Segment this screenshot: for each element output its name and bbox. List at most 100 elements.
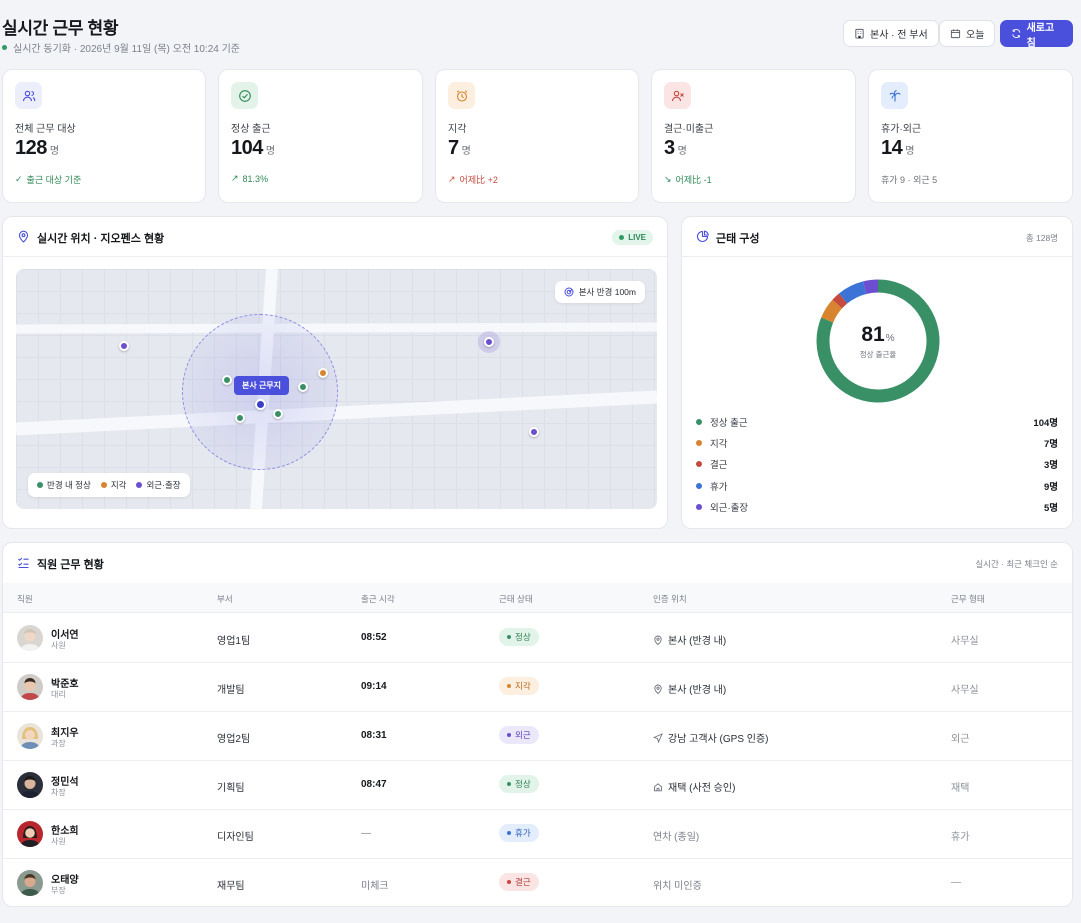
date-filter-button[interactable]: 오늘 [939,20,996,47]
column-header[interactable]: 부서 [217,594,233,604]
employee-rank: 사원 [51,641,66,650]
avatar [17,674,43,700]
auth-location: 본사 (반경 내) [653,681,726,696]
table-sort-note: 실시간 · 최근 체크인 순 [975,559,1058,569]
navigation-icon [653,732,663,743]
avatar [17,625,43,651]
composition-legend-item: 휴가 9명 [696,479,1058,493]
composition-panel: 근태 구성 총 128명 81% 정상 출근율 정상 출근 104명 지각 7명 결… [681,216,1073,529]
employee-table-header: 직원 근무 현황 실시간 · 최근 체크인 순 [3,543,1072,583]
radius-chip: 본사 반경 100m [554,281,645,303]
composition-legend-item: 외근·출장 5명 [696,500,1058,514]
employee-pin-normal[interactable] [222,375,232,385]
donut-slice-1[interactable] [821,299,843,323]
checkin-time: 08:31 [361,730,387,741]
page-title: 실시간 근무 현황 [2,19,119,38]
auth-location: 본사 (반경 내) [653,632,726,647]
employee-rank: 대리 [51,690,66,699]
composition-total: 총 128명 [1025,233,1058,243]
stat-card-total[interactable]: 전체 근무 대상 128 명 ✓ 출근 대상 기준 [2,69,206,203]
stat-value: 128 명 [15,137,59,159]
checkin-time: 미체크 [361,881,389,892]
donut-center: 81% 정상 출근율 [814,277,942,405]
employee-pin-late[interactable] [318,368,328,378]
employee-dept: 재무팀 [217,881,245,892]
stat-card-leave[interactable]: 휴가·외근 14 명 휴가 9 · 외근 5 [868,69,1073,203]
employee-name: 최지우 [51,728,79,739]
employee-dept: 개발팀 [217,685,245,696]
employee-pin-outside[interactable] [119,341,129,351]
table-row[interactable]: 박준호 대리 개발팀 09:14 지각 본사 (반경 내) 사무실 [3,663,1072,712]
donut-slice-2[interactable] [832,293,848,309]
map-pin-icon [654,635,662,645]
column-header[interactable]: 근무 형태 [951,594,985,604]
stat-footnote: ✓ 출근 대상 기준 [15,174,82,185]
location-panel-header: 실시간 위치 · 지오펜스 현황 LIVE [3,217,667,257]
employee-pin-outside[interactable] [529,427,539,437]
employee-dept: 디자인팀 [217,832,254,843]
table-row[interactable]: 정민석 차장 기획팀 08:47 정상 재택 (사전 승인) 재택 [3,761,1072,810]
building-icon [855,28,864,39]
employee-pin-normal[interactable] [273,409,283,419]
scope-filter-button[interactable]: 본사 · 전 부서 [843,20,939,47]
employee-dept: 기획팀 [217,783,245,794]
employee-rank: 부장 [51,886,66,895]
pie-chart-icon [696,230,709,243]
stat-label: 정상 출근 [231,124,271,135]
stat-label: 전체 근무 대상 [15,124,76,135]
donut-center-value: 81% [861,322,895,346]
checkin-time: 09:14 [361,681,387,692]
users-icon [15,82,42,109]
table-row[interactable]: 이서연 사원 영업1팀 08:52 정상 본사 (반경 내) 사무실 [3,614,1072,663]
employee-pin-normal[interactable] [298,382,308,392]
employee-rank: 사원 [51,837,66,846]
column-header[interactable]: 직원 [17,594,33,604]
stat-footnote: ↗ 81.3% [231,173,269,184]
table-row[interactable]: 한소희 사원 디자인팀 — 휴가 연차 (종일) 휴가 [3,810,1072,859]
employee-table-panel: 직원 근무 현황 실시간 · 최근 체크인 순 직원 부서 출근 시각 근태 상… [2,542,1073,907]
refresh-label: 새로고침 [1026,22,1055,49]
donut-slice-4[interactable] [863,279,879,294]
table-row[interactable]: 오태양 부장 재무팀 미체크 결근 위치 미인증 — [3,859,1072,906]
donut-slice-0[interactable] [816,279,940,403]
map-pin-icon [654,684,662,694]
employee-table-title: 직원 근무 현황 [37,559,104,571]
map-legend-item: 반경 내 정상 [37,479,91,491]
stat-label: 결근·미출근 [664,124,714,135]
column-header[interactable]: 근태 상태 [499,594,533,604]
employee-name: 한소희 [51,826,79,837]
live-dot-icon [619,235,625,240]
donut-slice-3[interactable] [838,281,867,304]
employee-name: 이서연 [51,630,79,641]
stat-card-normal[interactable]: 정상 출근 104 명 ↗ 81.3% [218,69,423,203]
hq-pin[interactable] [255,399,266,410]
map-pin-icon [18,230,29,243]
work-type: 외근 [951,734,970,745]
sync-status-text: 실시간 동기화 · 2026년 9월 11일 (목) 오전 10:24 기준 [13,44,241,55]
status-badge: 결근 [499,873,539,891]
location-panel-title: 실시간 위치 · 지오펜스 현황 [37,233,165,245]
stat-label: 지각 [448,124,467,135]
column-header[interactable]: 출근 시각 [361,594,395,604]
trend-down-icon: ↘ [664,174,672,184]
employee-pin-normal[interactable] [235,413,245,423]
user-x-icon [664,82,691,109]
employee-pin-outside[interactable] [484,337,494,347]
refresh-button[interactable]: 새로고침 [1000,20,1073,49]
geofence-map[interactable]: 본사 근무지 본사 반경 100m 반경 내 정상 지각 외근·출장 [16,269,657,509]
table-row[interactable]: 최지우 과장 영업2팀 08:31 외근 강남 고객사 (GPS 인증) 외근 [3,712,1072,761]
work-type: 사무실 [951,685,979,696]
alarm-clock-icon [448,82,475,109]
table-header-row: 직원 부서 출근 시각 근태 상태 인증 위치 근무 형태 [3,583,1072,613]
trend-up-icon: ↗ [231,173,239,183]
work-type: 재택 [951,783,970,794]
composition-panel-title: 근태 구성 [716,233,760,245]
scope-filter-label: 본사 · 전 부서 [870,30,928,41]
checkin-time: — [361,828,371,839]
column-header[interactable]: 인증 위치 [653,594,687,604]
donut-svg [816,279,940,403]
status-badge: 외근 [499,726,539,744]
